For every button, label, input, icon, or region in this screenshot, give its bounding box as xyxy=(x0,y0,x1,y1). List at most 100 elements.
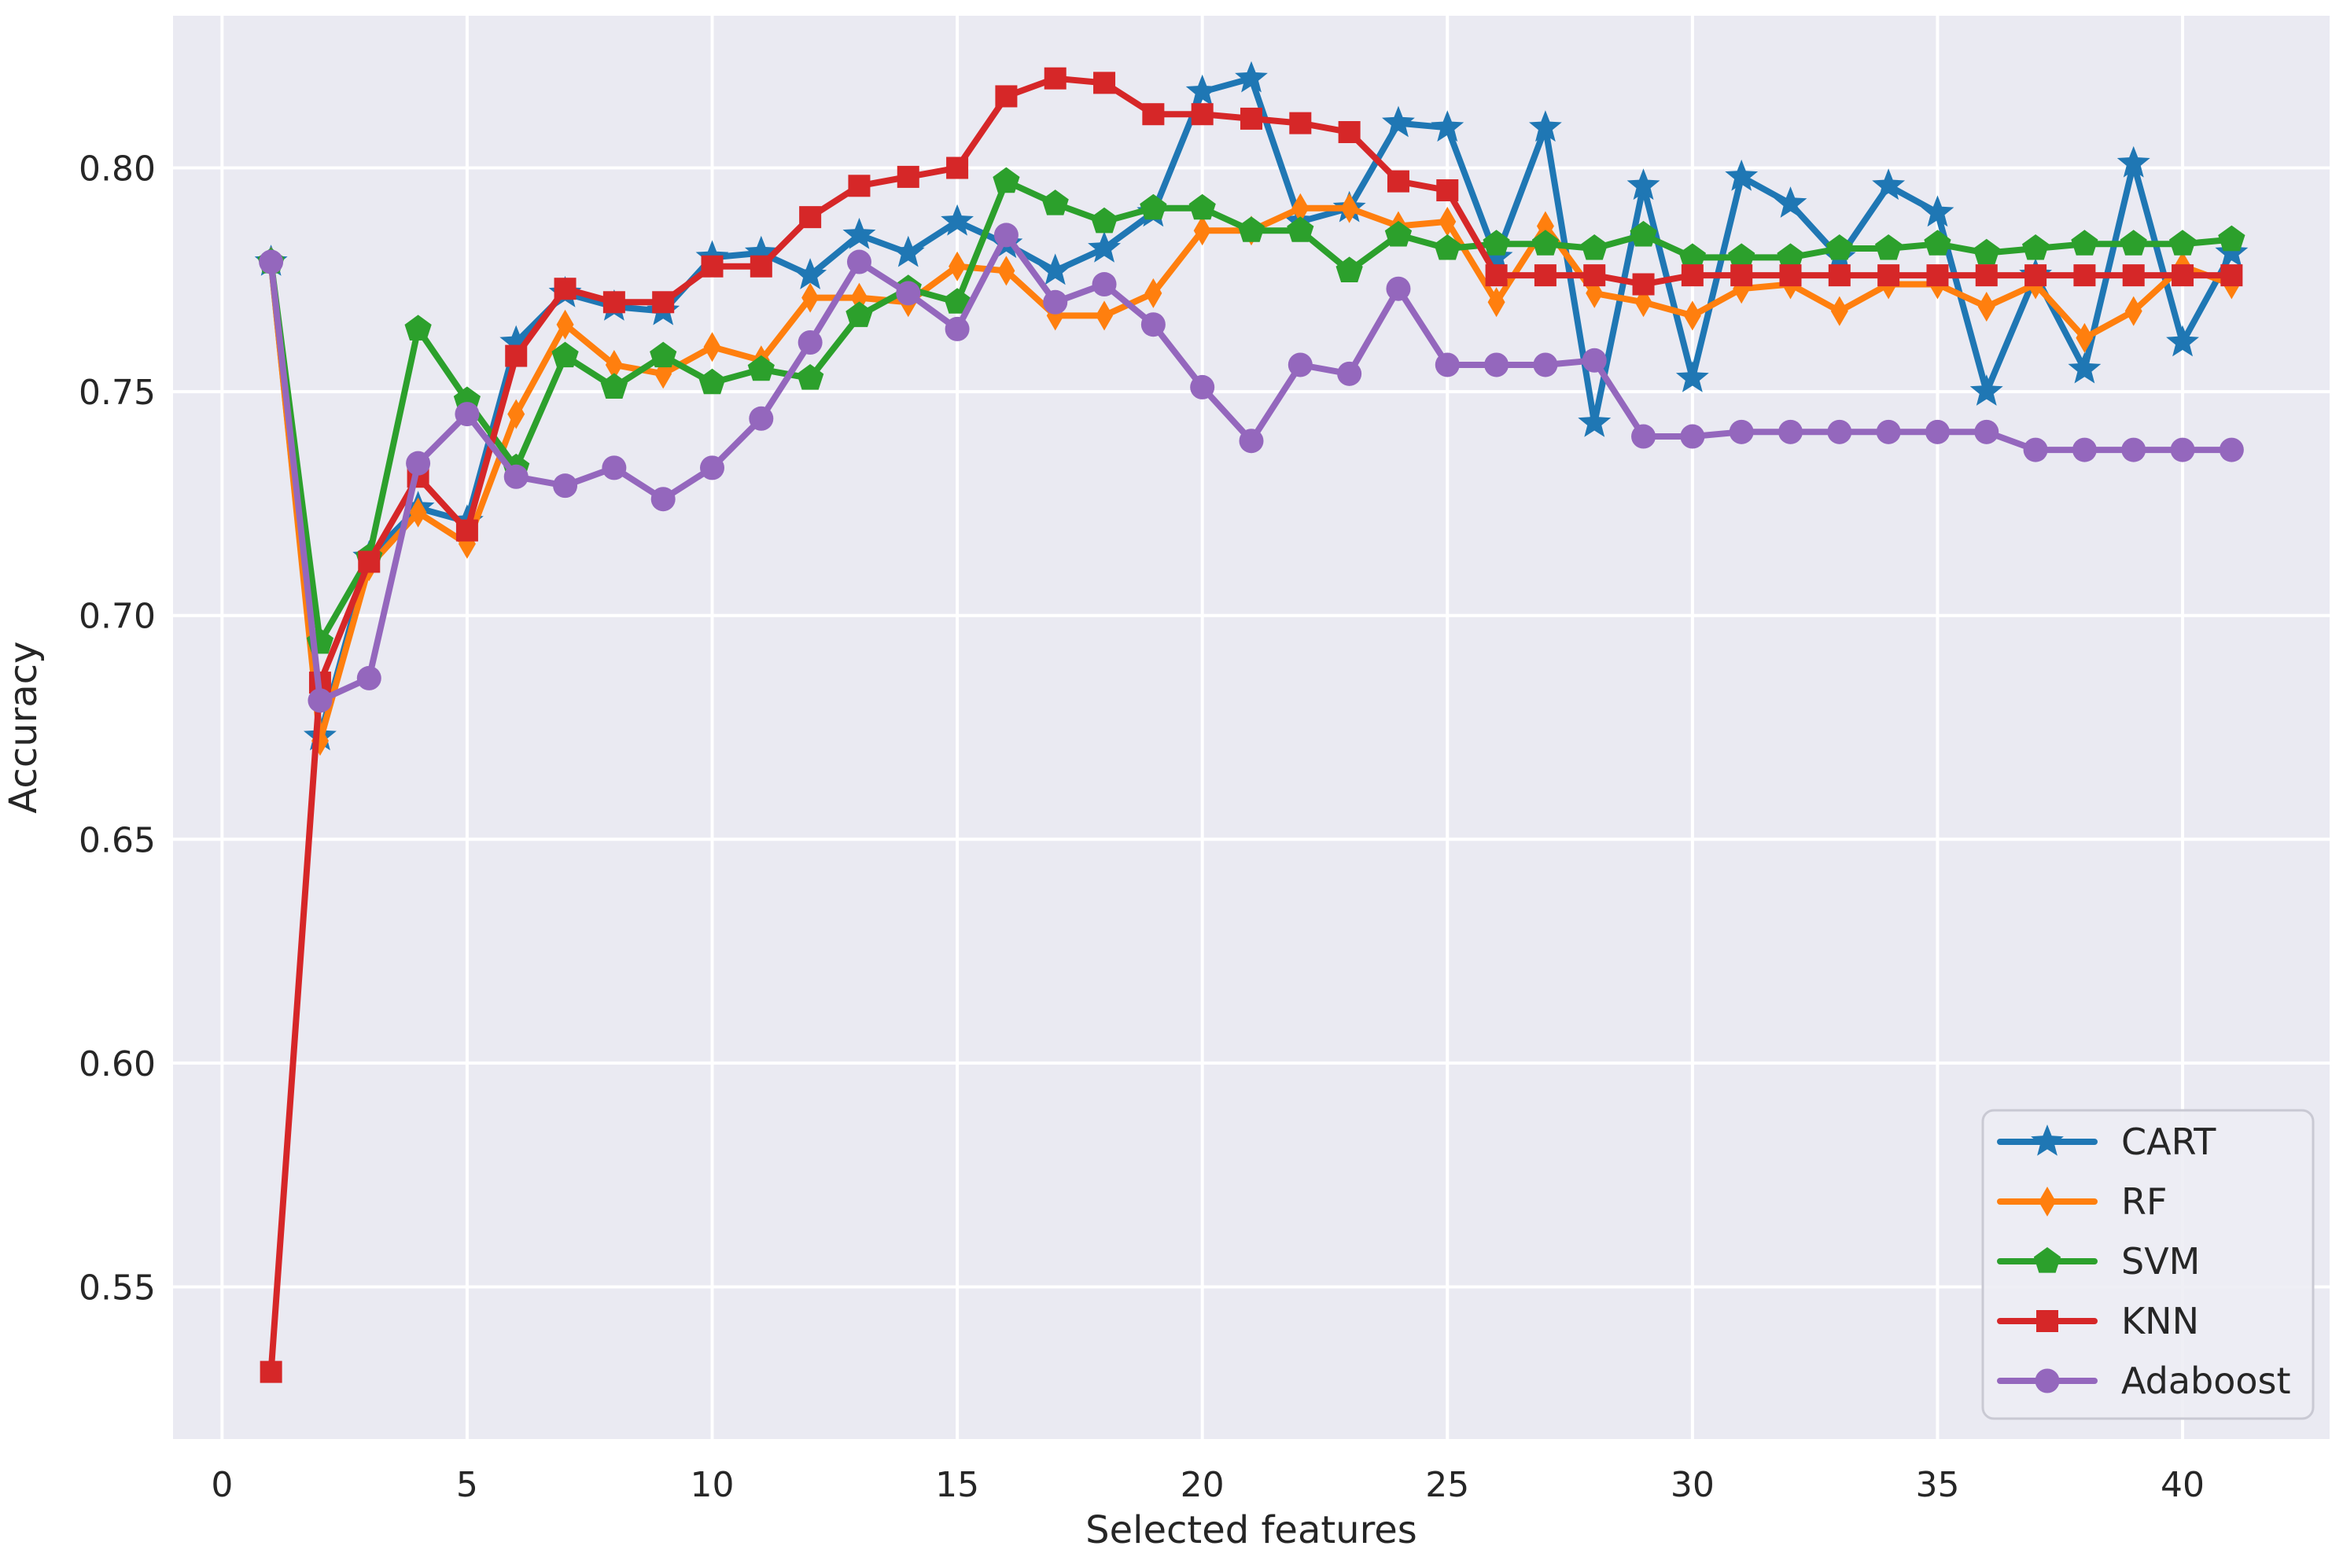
marker xyxy=(1926,264,1949,287)
marker xyxy=(941,204,974,236)
x-tick-label: 35 xyxy=(1915,1465,1959,1505)
marker xyxy=(798,330,823,355)
marker xyxy=(1877,264,1900,287)
marker xyxy=(1921,195,1954,227)
legend: CART RF SVM KNN Adaboost xyxy=(1981,1109,2315,1420)
series-layer xyxy=(254,61,2249,1383)
marker xyxy=(1730,264,1753,287)
series-Adaboost xyxy=(259,223,2244,713)
marker xyxy=(801,282,820,313)
marker xyxy=(1041,190,1069,215)
marker xyxy=(945,316,970,341)
marker xyxy=(2124,296,2142,326)
x-axis-title: Selected features xyxy=(1085,1508,1417,1552)
marker xyxy=(1534,264,1556,287)
marker xyxy=(1142,103,1165,126)
marker xyxy=(1630,220,1657,247)
marker xyxy=(2170,437,2195,462)
marker xyxy=(995,85,1018,108)
marker xyxy=(1531,230,1559,256)
marker xyxy=(553,473,578,499)
marker xyxy=(897,165,919,188)
marker xyxy=(701,255,724,278)
marker xyxy=(1484,352,1509,377)
marker xyxy=(1876,419,1901,444)
marker xyxy=(944,288,971,314)
marker xyxy=(1382,105,1415,138)
y-tick-label: 0.60 xyxy=(79,1044,156,1084)
marker xyxy=(848,175,871,197)
marker xyxy=(1925,419,1950,444)
marker xyxy=(1288,352,1313,377)
marker xyxy=(2073,264,2096,287)
marker xyxy=(2071,230,2098,256)
marker xyxy=(794,258,827,289)
marker xyxy=(409,497,427,528)
marker xyxy=(2215,235,2249,267)
marker xyxy=(2122,264,2145,287)
marker xyxy=(993,223,1019,248)
marker xyxy=(747,355,775,381)
y-axis-title: Accuracy xyxy=(2,641,46,813)
marker xyxy=(1479,240,1513,272)
marker xyxy=(1680,424,1705,449)
x-tick-label: 20 xyxy=(1181,1465,1225,1505)
marker xyxy=(554,278,577,300)
marker xyxy=(949,251,967,282)
marker xyxy=(406,451,431,476)
marker xyxy=(1092,272,1117,297)
marker xyxy=(1581,234,1608,260)
marker xyxy=(1485,264,1508,287)
y-tick-label: 0.70 xyxy=(79,597,156,637)
marker xyxy=(1729,419,1754,444)
marker xyxy=(1384,220,1413,247)
marker xyxy=(507,399,525,429)
legend-item-Adaboost: Adaboost xyxy=(1997,1360,2291,1402)
marker xyxy=(1287,216,1314,242)
marker xyxy=(1340,193,1358,223)
marker xyxy=(2022,234,2050,260)
marker xyxy=(1093,72,1116,94)
marker xyxy=(845,301,873,327)
marker xyxy=(1038,253,1072,285)
x-tick-label: 10 xyxy=(691,1465,735,1505)
x-axis-tick-labels: 0 5 10 15 20 25 30 35 40 xyxy=(211,1465,2205,1505)
marker xyxy=(556,309,574,340)
marker xyxy=(1140,312,1166,337)
marker xyxy=(605,349,623,380)
marker xyxy=(1777,243,1804,269)
marker xyxy=(1439,206,1457,237)
marker xyxy=(1725,159,1759,191)
marker xyxy=(1096,300,1114,331)
y-axis-tick-labels: 0.55 0.60 0.65 0.70 0.75 0.80 xyxy=(79,149,156,1309)
marker xyxy=(1140,193,1167,220)
marker xyxy=(2036,1310,2058,1332)
marker xyxy=(797,364,824,390)
marker xyxy=(1973,238,2000,265)
marker xyxy=(891,235,925,267)
x-tick-label: 25 xyxy=(1425,1465,1469,1505)
marker xyxy=(2121,437,2146,462)
legend-label-Adaboost: Adaboost xyxy=(2121,1360,2291,1402)
marker xyxy=(1872,168,1906,201)
y-tick-label: 0.65 xyxy=(79,820,156,860)
marker xyxy=(602,291,625,314)
marker xyxy=(503,464,529,489)
series-KNN xyxy=(260,67,2243,1383)
marker xyxy=(896,281,921,306)
marker xyxy=(1436,179,1459,201)
marker xyxy=(505,344,528,367)
legend-label-KNN: KNN xyxy=(2121,1300,2199,1342)
marker xyxy=(1289,112,1312,134)
marker xyxy=(551,341,579,368)
marker xyxy=(650,487,676,512)
marker xyxy=(1828,264,1851,287)
marker xyxy=(1582,348,1607,373)
x-tick-label: 15 xyxy=(935,1465,979,1505)
marker xyxy=(1435,352,1460,377)
marker xyxy=(946,156,969,179)
marker xyxy=(2166,325,2199,357)
marker xyxy=(2116,145,2150,178)
marker xyxy=(455,402,480,427)
